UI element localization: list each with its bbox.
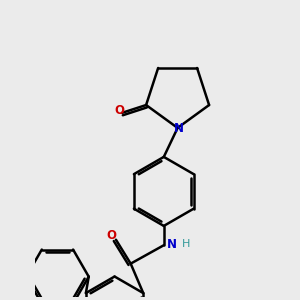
Text: O: O [106,229,116,242]
Text: H: H [182,239,190,249]
Text: N: N [167,238,177,251]
Text: N: N [174,122,184,135]
Text: O: O [115,104,125,117]
